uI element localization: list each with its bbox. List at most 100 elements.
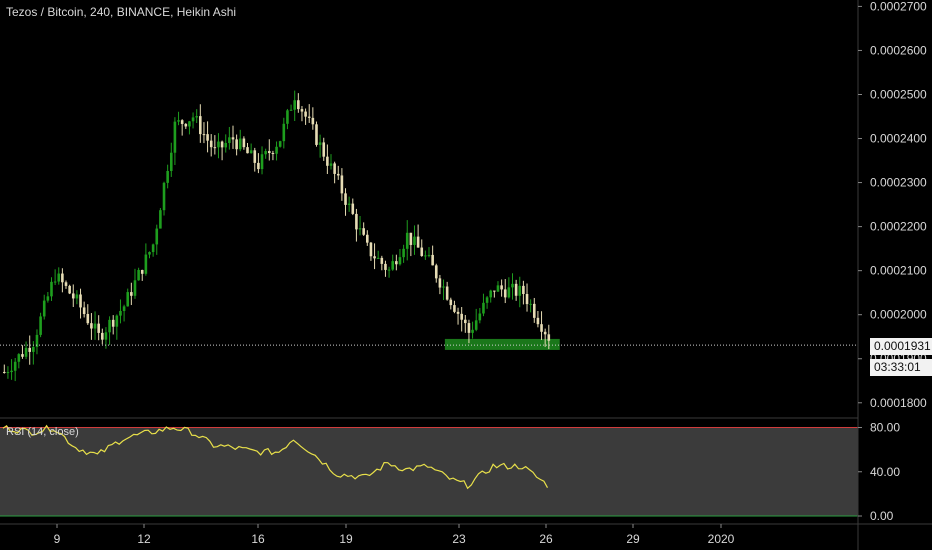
- candle-body: [32, 346, 35, 352]
- candle-body: [326, 156, 329, 166]
- candle-body: [169, 152, 173, 171]
- candle-body: [267, 151, 271, 154]
- candle-body: [39, 316, 42, 335]
- candle-body: [75, 294, 79, 299]
- last-price-tag: 0.0001931: [870, 338, 932, 355]
- candle-body: [500, 285, 503, 290]
- time-tick-label: 2020: [708, 532, 735, 546]
- candle-body: [46, 296, 50, 301]
- candle-body: [474, 320, 478, 330]
- rsi-tick-label: 80.00: [870, 421, 900, 435]
- candle-body: [380, 257, 384, 264]
- candle-body: [482, 302, 485, 314]
- candle-body: [119, 310, 122, 316]
- rsi-tick-label: 0.00: [870, 509, 894, 523]
- candle-body: [496, 285, 500, 292]
- candle-body: [275, 146, 278, 154]
- candle-body: [543, 331, 547, 335]
- candle-body: [202, 134, 206, 136]
- candle-body: [514, 283, 518, 296]
- candle-body: [355, 213, 358, 230]
- candle-body: [351, 203, 355, 214]
- candle-body: [3, 371, 6, 373]
- time-tick-label: 26: [539, 532, 553, 546]
- candle-body: [362, 228, 365, 235]
- candle-body: [155, 228, 159, 245]
- candle-body: [464, 319, 467, 324]
- candle-body: [511, 283, 514, 288]
- chart-title: Tezos / Bitcoin, 240, BINANCE, Heikin As…: [6, 5, 237, 19]
- rsi-line: [2, 424, 549, 490]
- candle-body: [151, 244, 155, 253]
- candle-body: [344, 193, 347, 205]
- candle-body: [467, 323, 471, 333]
- candle-body: [79, 294, 82, 308]
- candle-body: [333, 163, 336, 174]
- candle-body: [137, 269, 140, 281]
- time-tick-label: 9: [54, 532, 61, 546]
- candle-body: [416, 236, 420, 248]
- candle-body: [253, 150, 257, 163]
- candle-body: [231, 137, 235, 140]
- candle-body: [536, 317, 540, 325]
- candle-body: [271, 153, 275, 155]
- bar-countdown-tag: 03:33:01: [870, 359, 932, 376]
- candle-body: [405, 232, 409, 249]
- candle-body: [61, 273, 64, 283]
- candle-body: [148, 252, 151, 255]
- candle-body: [126, 292, 130, 307]
- candle-body: [518, 285, 522, 296]
- candle-body: [503, 289, 507, 298]
- candle-body: [358, 228, 362, 230]
- candle-body: [438, 278, 442, 288]
- candle-body: [191, 117, 195, 122]
- candle-body: [209, 140, 213, 148]
- candle-body: [166, 170, 169, 183]
- candle-body: [540, 324, 543, 332]
- time-tick-label: 19: [339, 532, 353, 546]
- rsi-tick-label: 40.00: [870, 465, 900, 479]
- candle-body: [180, 120, 184, 124]
- candle-body: [115, 315, 119, 327]
- candle-body: [434, 265, 438, 279]
- candle-body: [478, 313, 482, 321]
- candle-body: [13, 361, 17, 371]
- candle-body: [220, 141, 224, 148]
- candle-body: [347, 203, 351, 205]
- candle-body: [53, 281, 57, 283]
- candle-body: [391, 261, 395, 270]
- candle-body: [260, 154, 264, 170]
- price-tick-label: 0.0002600: [870, 43, 927, 57]
- candle-body: [442, 286, 445, 288]
- candle-body: [24, 347, 28, 357]
- candle-body: [522, 285, 525, 295]
- candle-body: [64, 282, 68, 286]
- candle-body: [93, 323, 97, 329]
- candle-body: [398, 257, 402, 265]
- candle-body: [264, 151, 267, 155]
- candle-body: [376, 257, 380, 259]
- candle-body: [35, 334, 39, 347]
- candle-body: [108, 319, 111, 333]
- candle-body: [6, 372, 10, 374]
- candle-body: [387, 269, 391, 271]
- candle-body: [57, 273, 61, 282]
- price-tick-label: 0.0001800: [870, 396, 927, 410]
- candle-body: [369, 242, 373, 257]
- time-tick-label: 16: [251, 532, 265, 546]
- candle-body: [485, 297, 489, 303]
- candle-body: [311, 117, 315, 125]
- price-tick-label: 0.0002000: [870, 308, 927, 322]
- candle-body: [424, 255, 427, 257]
- candle-body: [162, 182, 166, 211]
- candle-body: [373, 256, 376, 259]
- candle-body: [122, 306, 126, 311]
- price-tick-label: 0.0002300: [870, 176, 927, 190]
- candle-body: [224, 142, 228, 148]
- candle-body: [445, 286, 449, 300]
- candle-body: [199, 116, 202, 135]
- candle-body: [101, 332, 104, 340]
- candle-body: [286, 110, 289, 124]
